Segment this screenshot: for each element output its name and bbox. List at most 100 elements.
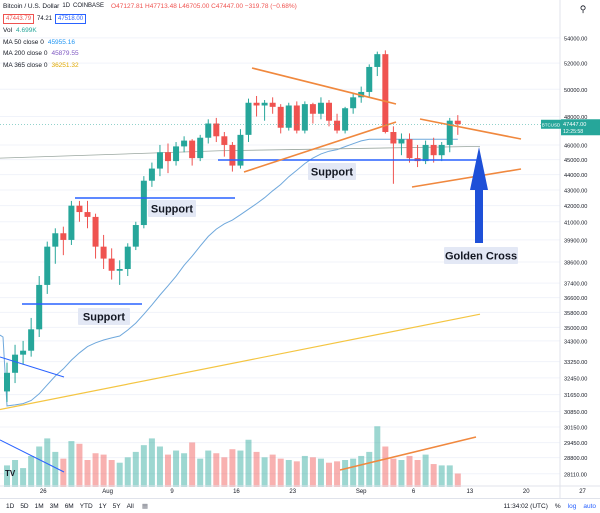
date-range-icon[interactable]: ▦ [141,503,149,510]
indicator-ma200-label[interactable]: MA 200 close 0 [3,50,48,57]
volume-bar [229,449,236,487]
candle-body [301,104,308,131]
utc-clock[interactable]: 11:34:02 (UTC) [503,502,548,510]
volume-bar [148,438,155,487]
time-tick-label: 23 [289,489,296,495]
volume-bar [245,439,252,487]
time-axis: 26 Aug 9 16 23 Sep 6 13 20 27 [0,485,600,495]
annotation-label: Golden Cross [444,247,518,264]
timeframe-ytd[interactable]: YTD [79,502,93,510]
time-tick-label: 6 [412,489,416,495]
volume-bar [173,450,180,487]
timeframe-6m[interactable]: 6M [64,502,74,510]
timeframe-3m[interactable]: 3M [49,502,59,510]
timeframe-1d[interactable]: 1D [6,502,15,510]
price-tick-label: 35000.00 [564,326,587,332]
annotation-labels: Support Support Support Golden Cross [78,163,518,325]
volume-bar [285,460,292,487]
time-tick-label: Aug [102,489,113,495]
spread-value: 74.21 [37,15,53,22]
indicator-ma50-label[interactable]: MA 50 close 0 [3,38,44,46]
price-tick-label: 34300.00 [564,339,587,345]
price-tick-label: 50000.00 [564,88,587,94]
volume-bar [382,446,389,487]
price-tick-label: 36600.00 [564,296,587,302]
candle-body [317,102,324,114]
volume-bars [4,426,461,487]
volume-bar [446,465,453,487]
volume-bar [36,446,43,487]
last-price-text: 47447.00 [563,122,586,128]
volume-bar [213,453,220,487]
annotation-label: Support [308,163,356,180]
time-tick-label: 26 [40,489,47,495]
annotation-text: Support [83,312,125,324]
trend-line [419,118,522,140]
candle-body [36,284,43,330]
indicator-ma365-label[interactable]: MA 365 close 0 [3,61,48,69]
candle-body [108,258,115,271]
candle-body [342,108,349,131]
bottom-toolbar: 1D 5D 1M 3M 6M YTD 1Y 5Y All ▦ 11:34:02 … [0,498,600,513]
volume-bar [181,453,188,487]
timeframe-1y[interactable]: 1Y [98,502,107,510]
price-tick-label: 33250.00 [564,360,587,366]
price-tick-label: 39900.00 [564,238,587,244]
log-scale-toggle[interactable]: log [567,502,577,510]
interval-label[interactable]: 1D [62,3,71,9]
volume-bar [366,451,373,487]
price-tick-label: 41000.00 [564,220,587,226]
auto-scale-toggle[interactable]: auto [583,502,596,510]
candle-body [269,102,276,107]
candle-body [60,233,67,240]
trend-drawings [0,67,560,473]
candle-body [197,137,204,159]
candle-body [165,152,171,162]
percent-scale-toggle[interactable]: % [554,502,561,510]
volume-bar [44,438,51,487]
candle-body [148,168,155,181]
symbol-badge [541,119,561,129]
candle-body [181,140,188,147]
candle-body [132,225,139,247]
price-axis: 54000.00 52000.00 50000.00 48000.00 46000.00… [541,0,600,498]
price-chart[interactable]: Support Support Support Golden Cross 54000.… [0,0,600,498]
price-tick-label: 44000.00 [564,173,587,179]
candle-body [173,146,180,162]
candle-body [221,136,228,145]
trend-line [251,67,397,105]
volume-bar [293,461,300,487]
timeframe-5y[interactable]: 5Y [112,502,121,510]
candle-body [100,246,107,259]
price-tick-label: 38600.00 [564,261,587,267]
chart-legend: Bitcoin / U.S. Dollar 1D COINBASE O47127… [3,1,297,71]
timeframe-all[interactable]: All [126,502,134,510]
candle-body [326,102,332,121]
candle-body [454,120,461,125]
indicator-vol-label[interactable]: Vol [3,27,13,34]
candle-body [20,350,27,355]
volume-bar [84,460,91,487]
buy-button[interactable]: 47518.00 [55,14,87,25]
volume-bar [156,446,163,487]
volume-bar [221,457,228,487]
price-tick-label: 29450.00 [564,441,587,447]
volume-bar [317,458,324,487]
volume-bar [100,454,107,487]
ohlc-readout: O47127.81 H47713.48 L46705.00 C47447.00 … [111,3,297,10]
timeframe-5d[interactable]: 5D [20,502,29,510]
volume-bar [398,460,405,487]
volume-bar [28,455,35,487]
volume-bar [309,457,316,487]
sell-button[interactable]: 47443.79 [3,14,35,25]
candle-body [4,372,10,392]
timeframe-1m[interactable]: 1M [34,502,44,510]
annotation-box [78,308,130,325]
candle-body [189,140,196,159]
ma200-line [219,145,481,152]
candle-body [350,97,357,109]
candle-body [213,123,220,137]
symbol-title[interactable]: Bitcoin / U.S. Dollar [3,3,60,10]
search-icon[interactable]: ⚲ [579,4,587,14]
candle-body [253,102,260,106]
